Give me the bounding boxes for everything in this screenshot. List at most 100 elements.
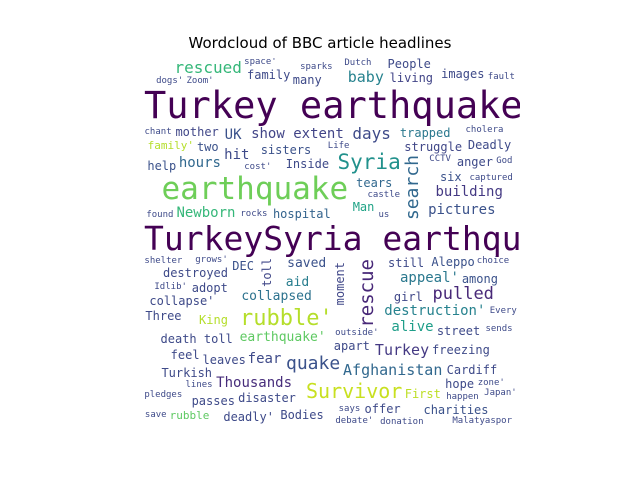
word-13: Afghanistan [343, 360, 443, 379]
word-22: hit [224, 147, 250, 164]
word-23: UK [224, 127, 242, 144]
word-99: pledges [144, 390, 183, 401]
word-74: King [199, 312, 228, 327]
word-156: dogs' [156, 75, 184, 86]
word-32: Man [352, 200, 375, 215]
word-123: Zoom' [186, 75, 214, 86]
word-133: zone' [477, 377, 505, 388]
word-26: fear [247, 351, 282, 368]
word-56: destroyed [162, 266, 229, 281]
word-89: happen [446, 391, 479, 402]
word-85: Dutch [344, 58, 372, 69]
word-25: Thousands [216, 375, 293, 392]
word-10: rescued [174, 58, 242, 77]
word-117: sends [485, 324, 513, 335]
word-54: moment [333, 261, 348, 306]
word-132: Life [327, 140, 350, 151]
word-59: People [387, 58, 431, 72]
word-48: sisters [260, 143, 312, 158]
chart-title: Wordcloud of BBC article headlines [188, 34, 452, 52]
word-30: saved [287, 255, 327, 271]
word-46: two [196, 140, 219, 155]
word-31: hospital [272, 206, 331, 221]
word-17: appeal' [399, 269, 459, 286]
word-145: God [496, 155, 513, 166]
word-66: still [388, 255, 425, 270]
word-147: found [146, 209, 174, 220]
word-9: pulled [432, 284, 494, 304]
word-111: Japan' [484, 387, 517, 398]
word-68: passes [191, 393, 235, 408]
word-18: pictures [428, 202, 496, 219]
word-65: street [436, 324, 481, 339]
word-83: castle [367, 190, 401, 201]
word-47: mother [175, 125, 219, 140]
word-155: us [378, 209, 390, 220]
word-36: living [389, 70, 434, 85]
word-55: DEC [232, 259, 254, 274]
word-8: search [401, 155, 423, 221]
word-21: hours [178, 155, 221, 172]
word-51: leaves [202, 353, 246, 368]
word-7: quake [286, 352, 341, 374]
word-49: family [247, 67, 291, 82]
word-128: rocks [240, 209, 268, 220]
word-126: lines [185, 379, 213, 390]
word-50: disaster [238, 391, 296, 406]
word-70: collapse' [149, 294, 215, 309]
word-61: images [441, 67, 485, 82]
word-4: Syria [337, 150, 401, 174]
word-82: Malatyaspor [452, 416, 512, 427]
word-14: Turkey [374, 341, 430, 360]
word-86: cholera [465, 124, 504, 135]
word-108: CCTV [429, 153, 451, 164]
word-1: TurkeySyria earthquake [144, 219, 520, 258]
word-28: collapsed [241, 289, 312, 305]
word-95: captured [469, 172, 513, 183]
word-38: First [404, 386, 441, 401]
word-29: aid [285, 275, 310, 291]
word-62: offer [364, 402, 401, 417]
word-19: building [435, 183, 503, 200]
word-12: baby [347, 67, 384, 86]
word-88: debate' [335, 416, 374, 427]
word-76: feel [170, 348, 200, 363]
word-75: Bodies [280, 407, 324, 422]
word-121: chant [144, 126, 172, 137]
word-43: among [461, 271, 498, 286]
word-27: earthquake' [239, 329, 326, 345]
word-58: many [292, 72, 322, 87]
word-113: outside' [335, 328, 379, 339]
word-71: Three [145, 309, 182, 324]
word-64: Cardiff [446, 363, 498, 378]
word-130: fault [487, 72, 515, 83]
word-138: choice [476, 256, 510, 267]
word-53: toll [260, 258, 274, 287]
word-15: alive [391, 318, 434, 335]
word-42: charities [423, 403, 489, 418]
word-41: Aleppo [431, 255, 475, 270]
word-5: Survivor [306, 378, 403, 403]
word-6: rescue [355, 258, 378, 328]
word-16: destruction' [384, 303, 486, 320]
word-148: cost' [244, 162, 272, 173]
word-52: death toll [160, 331, 233, 346]
word-112: shelter [144, 255, 183, 266]
word-39: freezing [432, 342, 490, 357]
word-80: family' [147, 139, 194, 153]
word-101: Idlib' [154, 282, 187, 293]
word-33: tears [356, 176, 393, 191]
word-87: donation [380, 416, 424, 427]
word-20: Newborn [176, 205, 236, 222]
word-72: Turkish [161, 366, 213, 381]
word-2: earthquake [161, 171, 349, 207]
word-cloud: Turkey earthquake TurkeySyria earthquake e… [144, 58, 520, 428]
word-35: trapped [399, 125, 451, 140]
word-141: space' [244, 58, 277, 68]
word-24: show extent [251, 125, 344, 142]
word-73: deadly' [223, 409, 274, 424]
word-37: struggle [404, 140, 463, 155]
word-11: days [352, 124, 391, 144]
word-40: girl [393, 290, 423, 305]
word-60: anger [456, 154, 493, 169]
